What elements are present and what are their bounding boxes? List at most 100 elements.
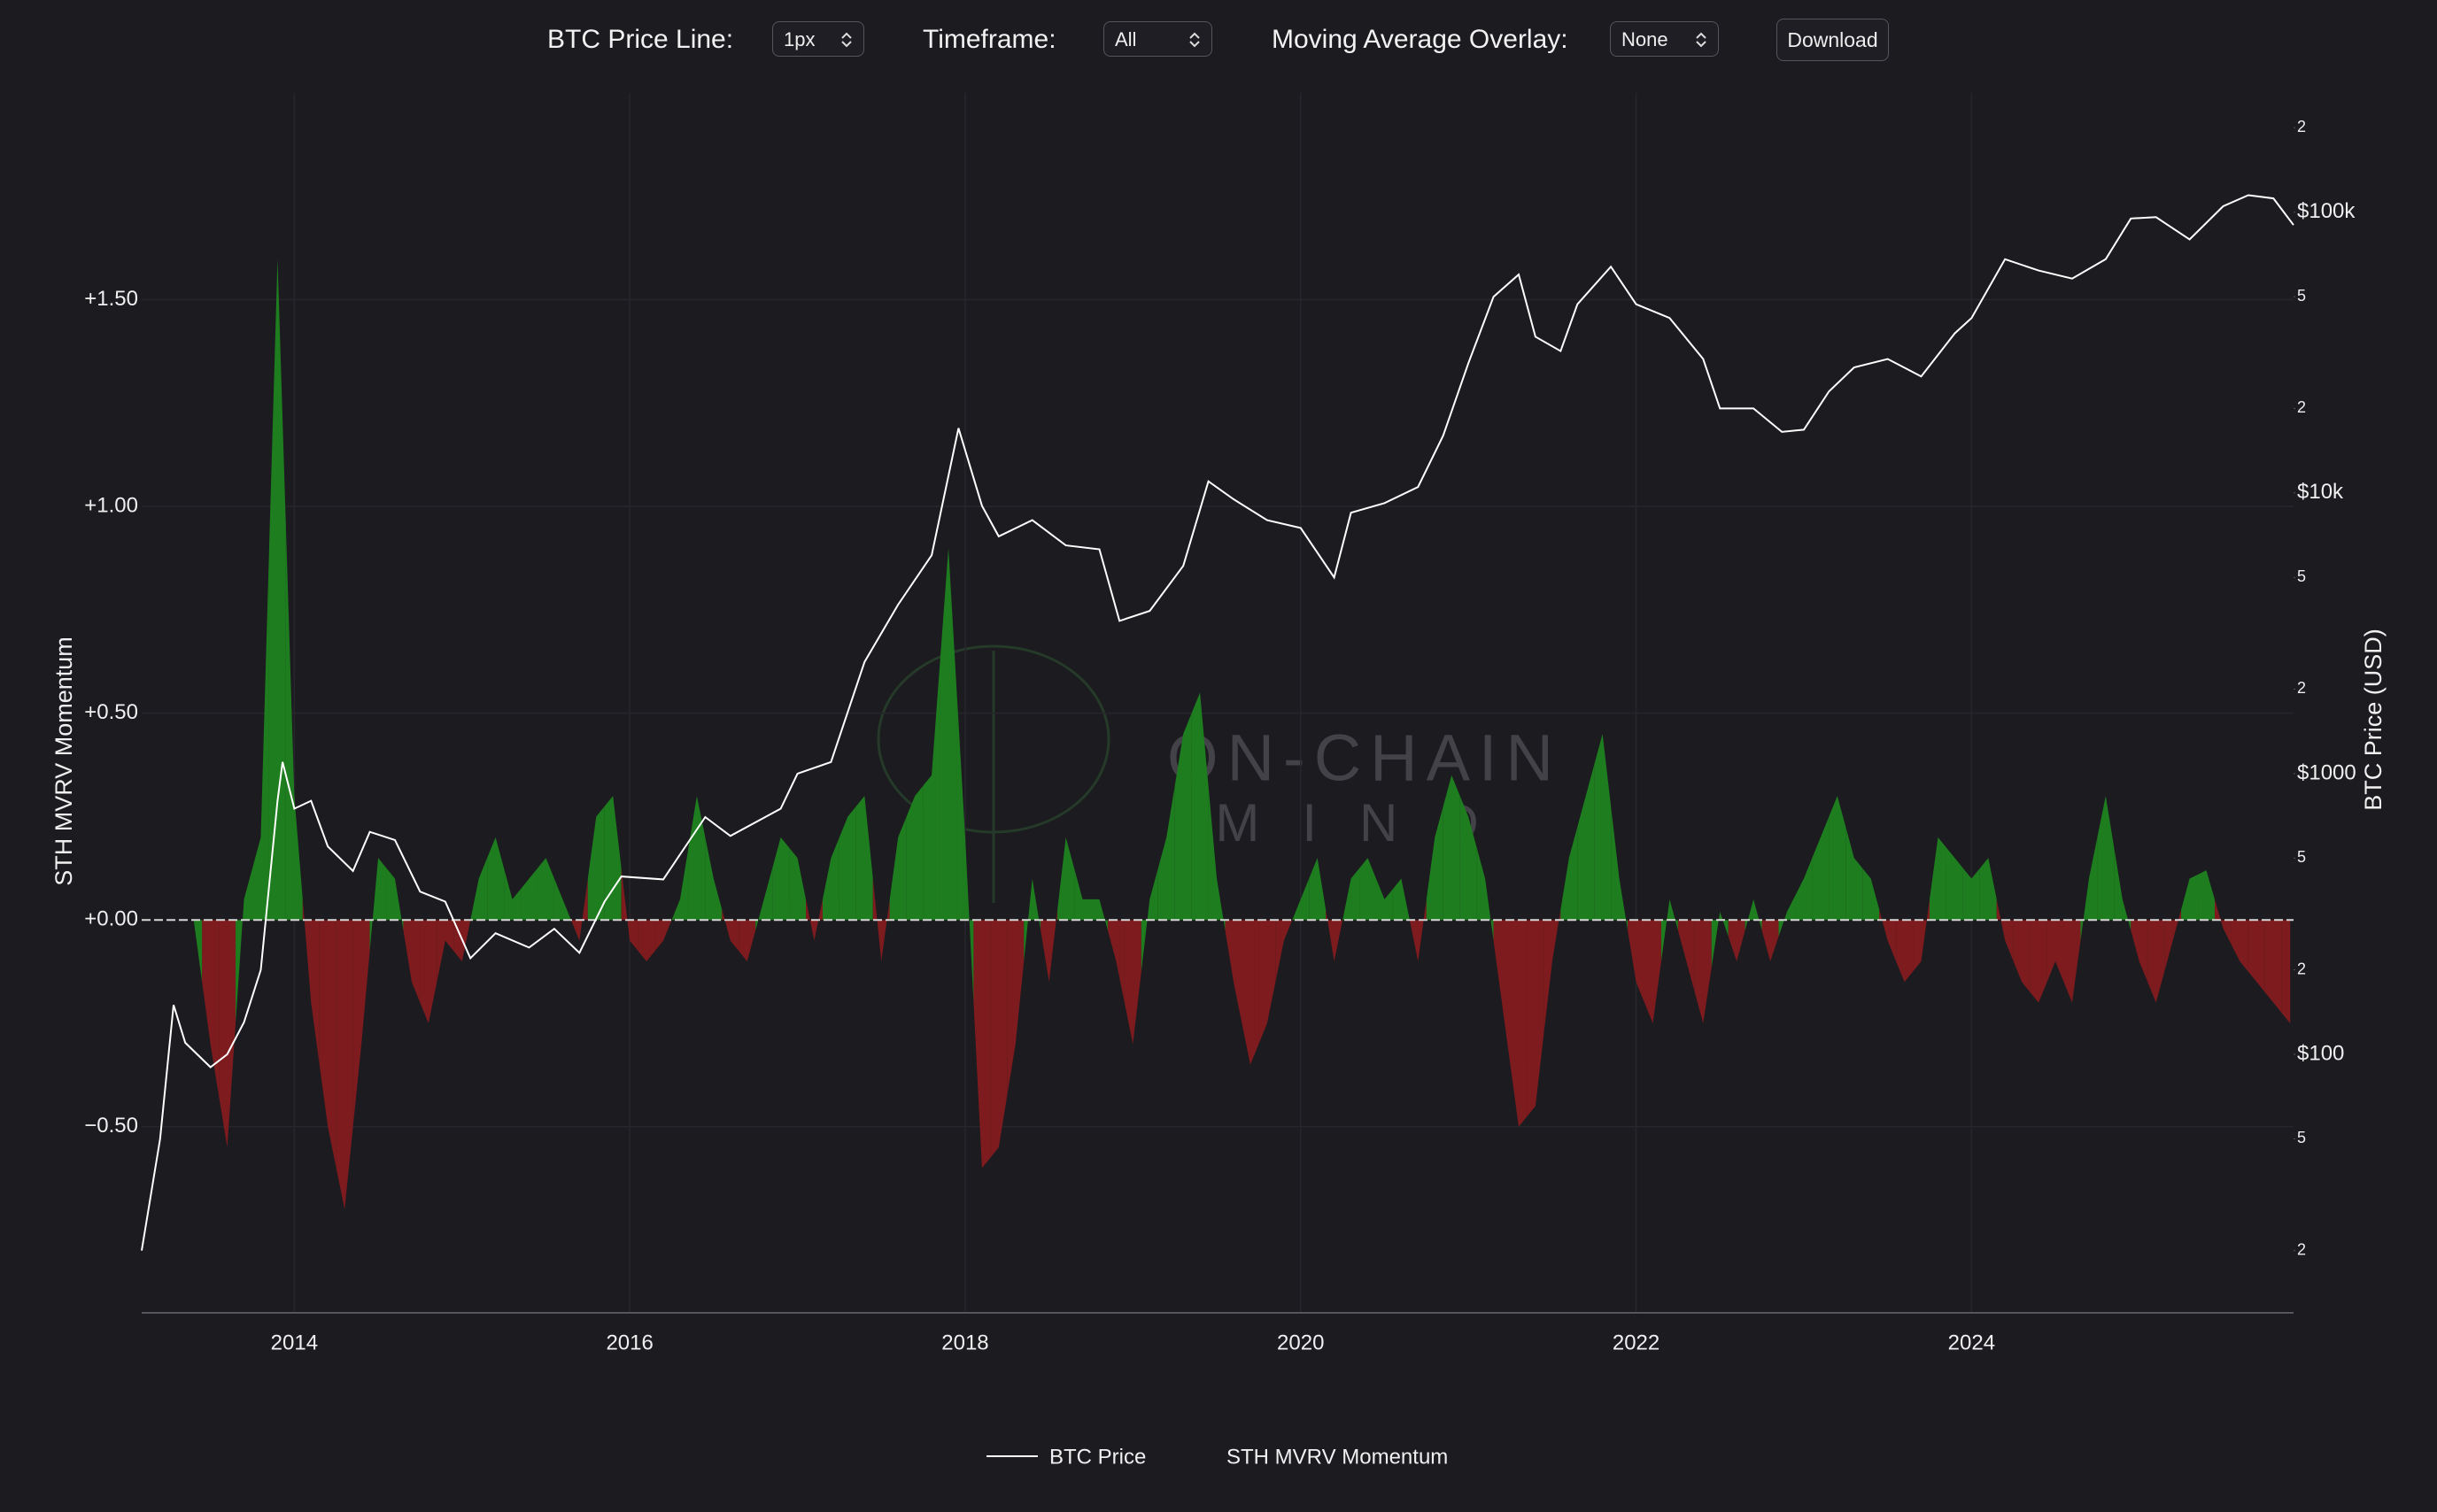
momentum-area	[2114, 847, 2131, 930]
momentum-area	[1896, 920, 1914, 983]
momentum-area	[1375, 878, 1393, 921]
momentum-area	[236, 868, 253, 1024]
momentum-area	[268, 258, 286, 921]
y2-tick-label: 2	[2297, 118, 2306, 135]
momentum-area	[604, 796, 622, 921]
momentum-area	[705, 837, 723, 921]
momentum-area	[1007, 920, 1025, 1096]
momentum-area	[755, 868, 773, 930]
labels-layer: 2014 2016 2018 2020 2022 2024 −0.50 +0.00 +0.50 +…	[84, 118, 2356, 1354]
momentum-area	[1309, 858, 1327, 921]
select-value: None	[1621, 28, 1668, 50]
momentum-area	[990, 920, 1008, 1158]
momentum-area	[1761, 920, 1779, 961]
x-tick-label: 2018	[941, 1331, 988, 1354]
y2-tick-label: $10k	[2297, 480, 2344, 504]
momentum-area	[772, 837, 790, 921]
momentum-area	[319, 920, 337, 1169]
momentum-area	[1326, 909, 1343, 961]
momentum-area	[722, 909, 739, 952]
momentum-area	[537, 858, 554, 921]
momentum-area	[839, 806, 856, 921]
momentum-area	[420, 920, 437, 1024]
momentum-area	[1510, 920, 1528, 1127]
momentum-area	[336, 920, 353, 1210]
y2-tick-label: 5	[2297, 1129, 2306, 1146]
momentum-area	[654, 920, 672, 952]
momentum-area	[923, 661, 940, 921]
momentum-area	[1778, 895, 1796, 937]
price-line	[141, 194, 2294, 1251]
momentum-area	[487, 837, 505, 921]
momentum-area	[1493, 920, 1511, 1065]
momentum-area	[1242, 920, 1259, 1065]
momentum-area	[1091, 899, 1108, 930]
momentum-area	[1812, 816, 1830, 921]
momentum-area	[688, 796, 706, 921]
momentum-area	[1392, 878, 1410, 921]
momentum-area	[1124, 920, 1141, 1045]
momentum-area	[1979, 858, 1997, 921]
momentum-area	[437, 920, 454, 983]
download-button[interactable]: Download	[1776, 19, 1889, 61]
momentum-area	[1677, 920, 1695, 992]
momentum-area	[2046, 920, 2064, 983]
momentum-area	[1459, 796, 1477, 921]
momentum-area	[302, 899, 320, 1065]
x-tick-label: 2016	[606, 1331, 653, 1354]
momentum-area	[2264, 920, 2282, 1014]
momentum-area	[1913, 899, 1930, 972]
momentum-area	[906, 785, 924, 921]
y2-tick-label: 5	[2297, 567, 2306, 585]
momentum-area	[1191, 692, 1209, 921]
momentum-area	[1107, 920, 1125, 1003]
momentum-area	[973, 920, 991, 1169]
y2-tick-label: 2	[2297, 679, 2306, 697]
x-tick-label: 2020	[1277, 1331, 1324, 1354]
ma-select[interactable]: None	[1610, 21, 1719, 57]
momentum-area	[2281, 920, 2291, 1024]
y2-tick-label: 5	[2297, 287, 2306, 305]
legend-label: STH MVRV Momentum	[1226, 1445, 1448, 1469]
x-tick-label: 2014	[271, 1331, 318, 1354]
momentum-area	[403, 920, 421, 1003]
momentum-area	[352, 920, 370, 1127]
momentum-area	[2030, 920, 2047, 1003]
chevron	[1696, 32, 1706, 48]
momentum-area	[956, 692, 974, 1003]
momentum-area	[1342, 868, 1360, 921]
momentum-area	[1024, 878, 1041, 961]
momentum-area	[739, 920, 756, 961]
line-layer	[141, 194, 2294, 1251]
momentum-area	[202, 920, 220, 1096]
momentum-area	[1694, 920, 1712, 1024]
momentum-area	[1577, 765, 1595, 921]
momentum-area	[1409, 899, 1427, 961]
price-line-select[interactable]: 1px	[772, 21, 864, 57]
momentum-area	[1057, 837, 1075, 921]
y2-tick-label: 2	[2297, 960, 2306, 977]
x-tick-label: 2022	[1613, 1331, 1659, 1354]
timeframe-select[interactable]: All	[1103, 21, 1212, 57]
momentum-area	[504, 868, 522, 921]
grid-layer	[142, 93, 2294, 1314]
momentum-area	[369, 858, 387, 952]
momentum-area	[219, 920, 236, 1148]
momentum-area	[1660, 899, 1678, 961]
momentum-area	[1594, 734, 1612, 921]
y-tick-label: +0.00	[84, 907, 138, 931]
momentum-area	[587, 806, 605, 921]
momentum-area	[2131, 920, 2148, 983]
y2-tick-label: 2	[2297, 398, 2306, 416]
momentum-area	[2198, 870, 2215, 921]
momentum-area	[638, 920, 655, 961]
momentum-area	[252, 547, 269, 921]
momentum-area	[2063, 920, 2081, 1003]
select-value: All	[1115, 28, 1137, 50]
y2-axis-label: BTC Price (USD)	[2360, 629, 2387, 811]
momentum-area	[1208, 785, 1226, 930]
control-label: Timeframe:	[923, 25, 1056, 54]
momentum-area	[2097, 796, 2115, 921]
momentum-area	[1174, 713, 1192, 921]
chevron	[1189, 32, 1200, 48]
